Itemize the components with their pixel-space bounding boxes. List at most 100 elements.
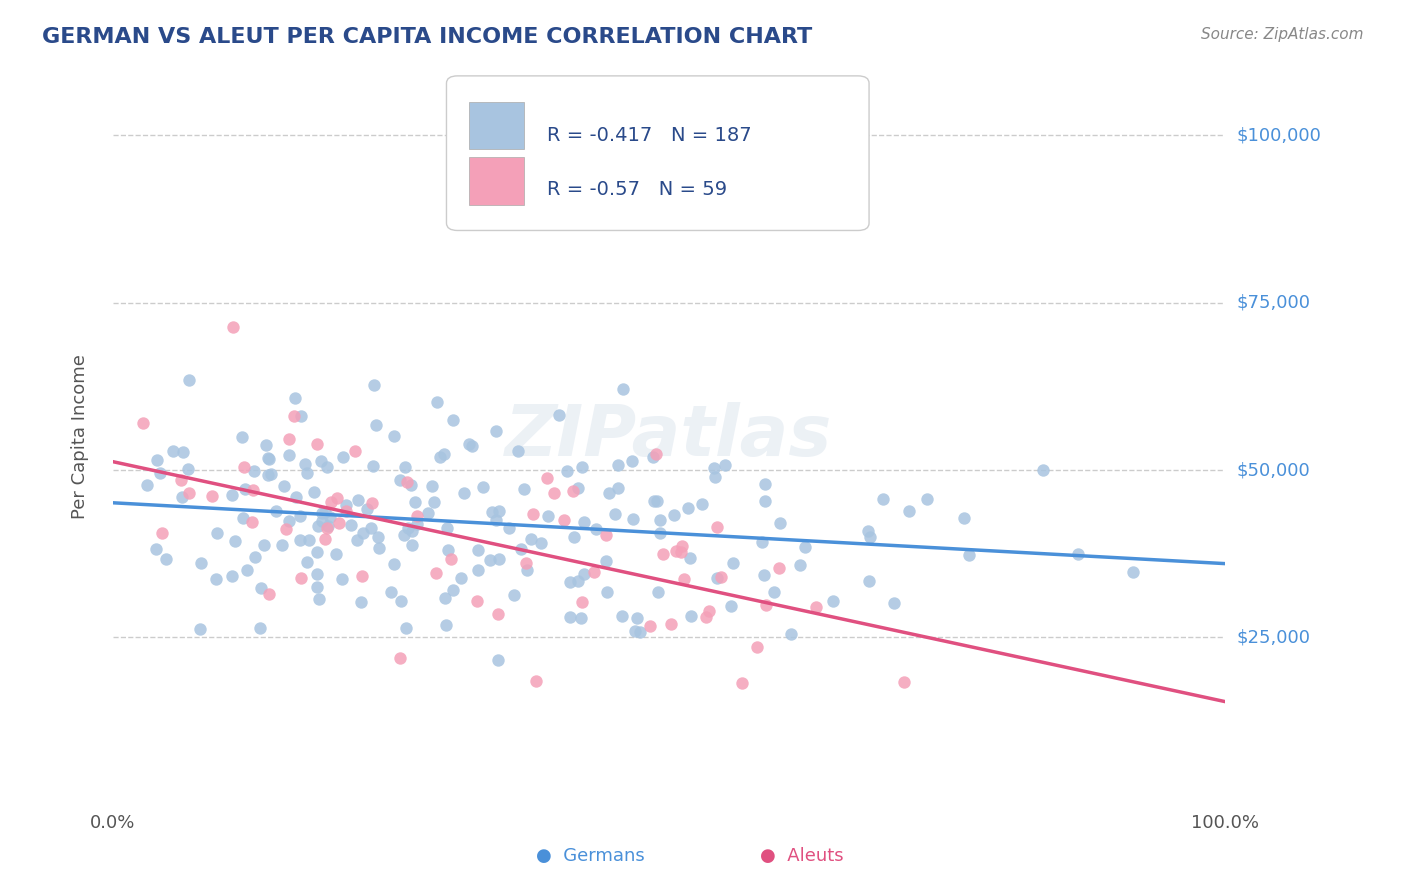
- Point: [515, 556, 537, 570]
- Point: [665, 544, 688, 558]
- Point: [605, 507, 627, 521]
- Point: [316, 520, 339, 534]
- Point: [695, 609, 717, 624]
- Point: [553, 513, 575, 527]
- Point: [567, 574, 589, 588]
- Point: [418, 506, 440, 520]
- Point: [433, 447, 456, 461]
- Point: [367, 530, 389, 544]
- Point: [155, 551, 177, 566]
- Text: GERMAN VS ALEUT PER CAPITA INCOME CORRELATION CHART: GERMAN VS ALEUT PER CAPITA INCOME CORREL…: [42, 27, 813, 46]
- Point: [673, 572, 696, 586]
- Point: [284, 391, 307, 405]
- Point: [465, 594, 488, 608]
- Point: [721, 556, 744, 570]
- Point: [295, 466, 318, 480]
- Point: [676, 500, 699, 515]
- Point: [662, 508, 685, 523]
- Point: [690, 498, 713, 512]
- Point: [257, 586, 280, 600]
- Point: [669, 545, 692, 559]
- Point: [706, 570, 728, 584]
- Point: [503, 588, 526, 602]
- Point: [360, 520, 382, 534]
- Point: [522, 507, 544, 521]
- Point: [190, 556, 212, 570]
- Point: [145, 453, 167, 467]
- Point: [467, 542, 489, 557]
- Point: [730, 676, 752, 690]
- Point: [399, 478, 422, 492]
- Point: [915, 492, 938, 507]
- Point: [458, 437, 481, 451]
- Text: $50,000: $50,000: [1236, 461, 1310, 479]
- Point: [754, 477, 776, 491]
- Point: [647, 585, 669, 599]
- Point: [1122, 566, 1144, 580]
- Point: [240, 516, 263, 530]
- Point: [481, 505, 503, 519]
- Y-axis label: Per Capita Income: Per Capita Income: [72, 354, 89, 519]
- Point: [335, 504, 357, 518]
- Point: [406, 509, 429, 524]
- Text: $75,000: $75,000: [1236, 293, 1310, 311]
- Point: [572, 567, 595, 582]
- Point: [671, 539, 693, 553]
- Point: [513, 482, 536, 496]
- Point: [224, 533, 246, 548]
- Point: [232, 511, 254, 525]
- Point: [755, 598, 778, 612]
- Point: [352, 526, 374, 541]
- Point: [560, 575, 582, 590]
- Point: [754, 494, 776, 508]
- Point: [361, 496, 384, 510]
- Point: [205, 572, 228, 586]
- Point: [569, 611, 592, 625]
- Point: [145, 542, 167, 557]
- Point: [132, 416, 155, 430]
- Point: [1032, 463, 1054, 477]
- Point: [883, 596, 905, 610]
- Point: [624, 624, 647, 639]
- Point: [519, 532, 541, 546]
- Point: [953, 510, 976, 524]
- Point: [172, 445, 194, 459]
- Point: [957, 548, 980, 562]
- Point: [242, 483, 264, 498]
- Point: [486, 653, 509, 667]
- Point: [394, 460, 416, 475]
- Point: [363, 459, 385, 474]
- Point: [567, 481, 589, 495]
- Point: [679, 551, 702, 566]
- Point: [621, 512, 644, 526]
- Point: [780, 626, 803, 640]
- Point: [221, 488, 243, 502]
- Point: [595, 528, 617, 542]
- Point: [264, 504, 287, 518]
- Point: [571, 460, 593, 475]
- Point: [176, 462, 198, 476]
- FancyBboxPatch shape: [468, 157, 524, 204]
- Text: R = -0.57   N = 59: R = -0.57 N = 59: [547, 180, 727, 200]
- Text: ●  Aleuts: ● Aleuts: [759, 847, 844, 865]
- Point: [752, 567, 775, 582]
- Point: [437, 542, 460, 557]
- Point: [571, 595, 593, 609]
- Point: [498, 521, 520, 535]
- Point: [257, 468, 280, 483]
- Point: [872, 492, 894, 507]
- Point: [352, 569, 374, 583]
- Point: [426, 395, 449, 409]
- Point: [612, 383, 634, 397]
- Point: [648, 526, 671, 541]
- Point: [434, 618, 457, 632]
- Point: [308, 591, 330, 606]
- Point: [307, 566, 329, 581]
- Point: [486, 607, 509, 621]
- Point: [524, 674, 547, 689]
- Point: [768, 561, 790, 575]
- Point: [257, 451, 280, 466]
- Point: [162, 443, 184, 458]
- Point: [433, 591, 456, 605]
- Point: [389, 594, 412, 608]
